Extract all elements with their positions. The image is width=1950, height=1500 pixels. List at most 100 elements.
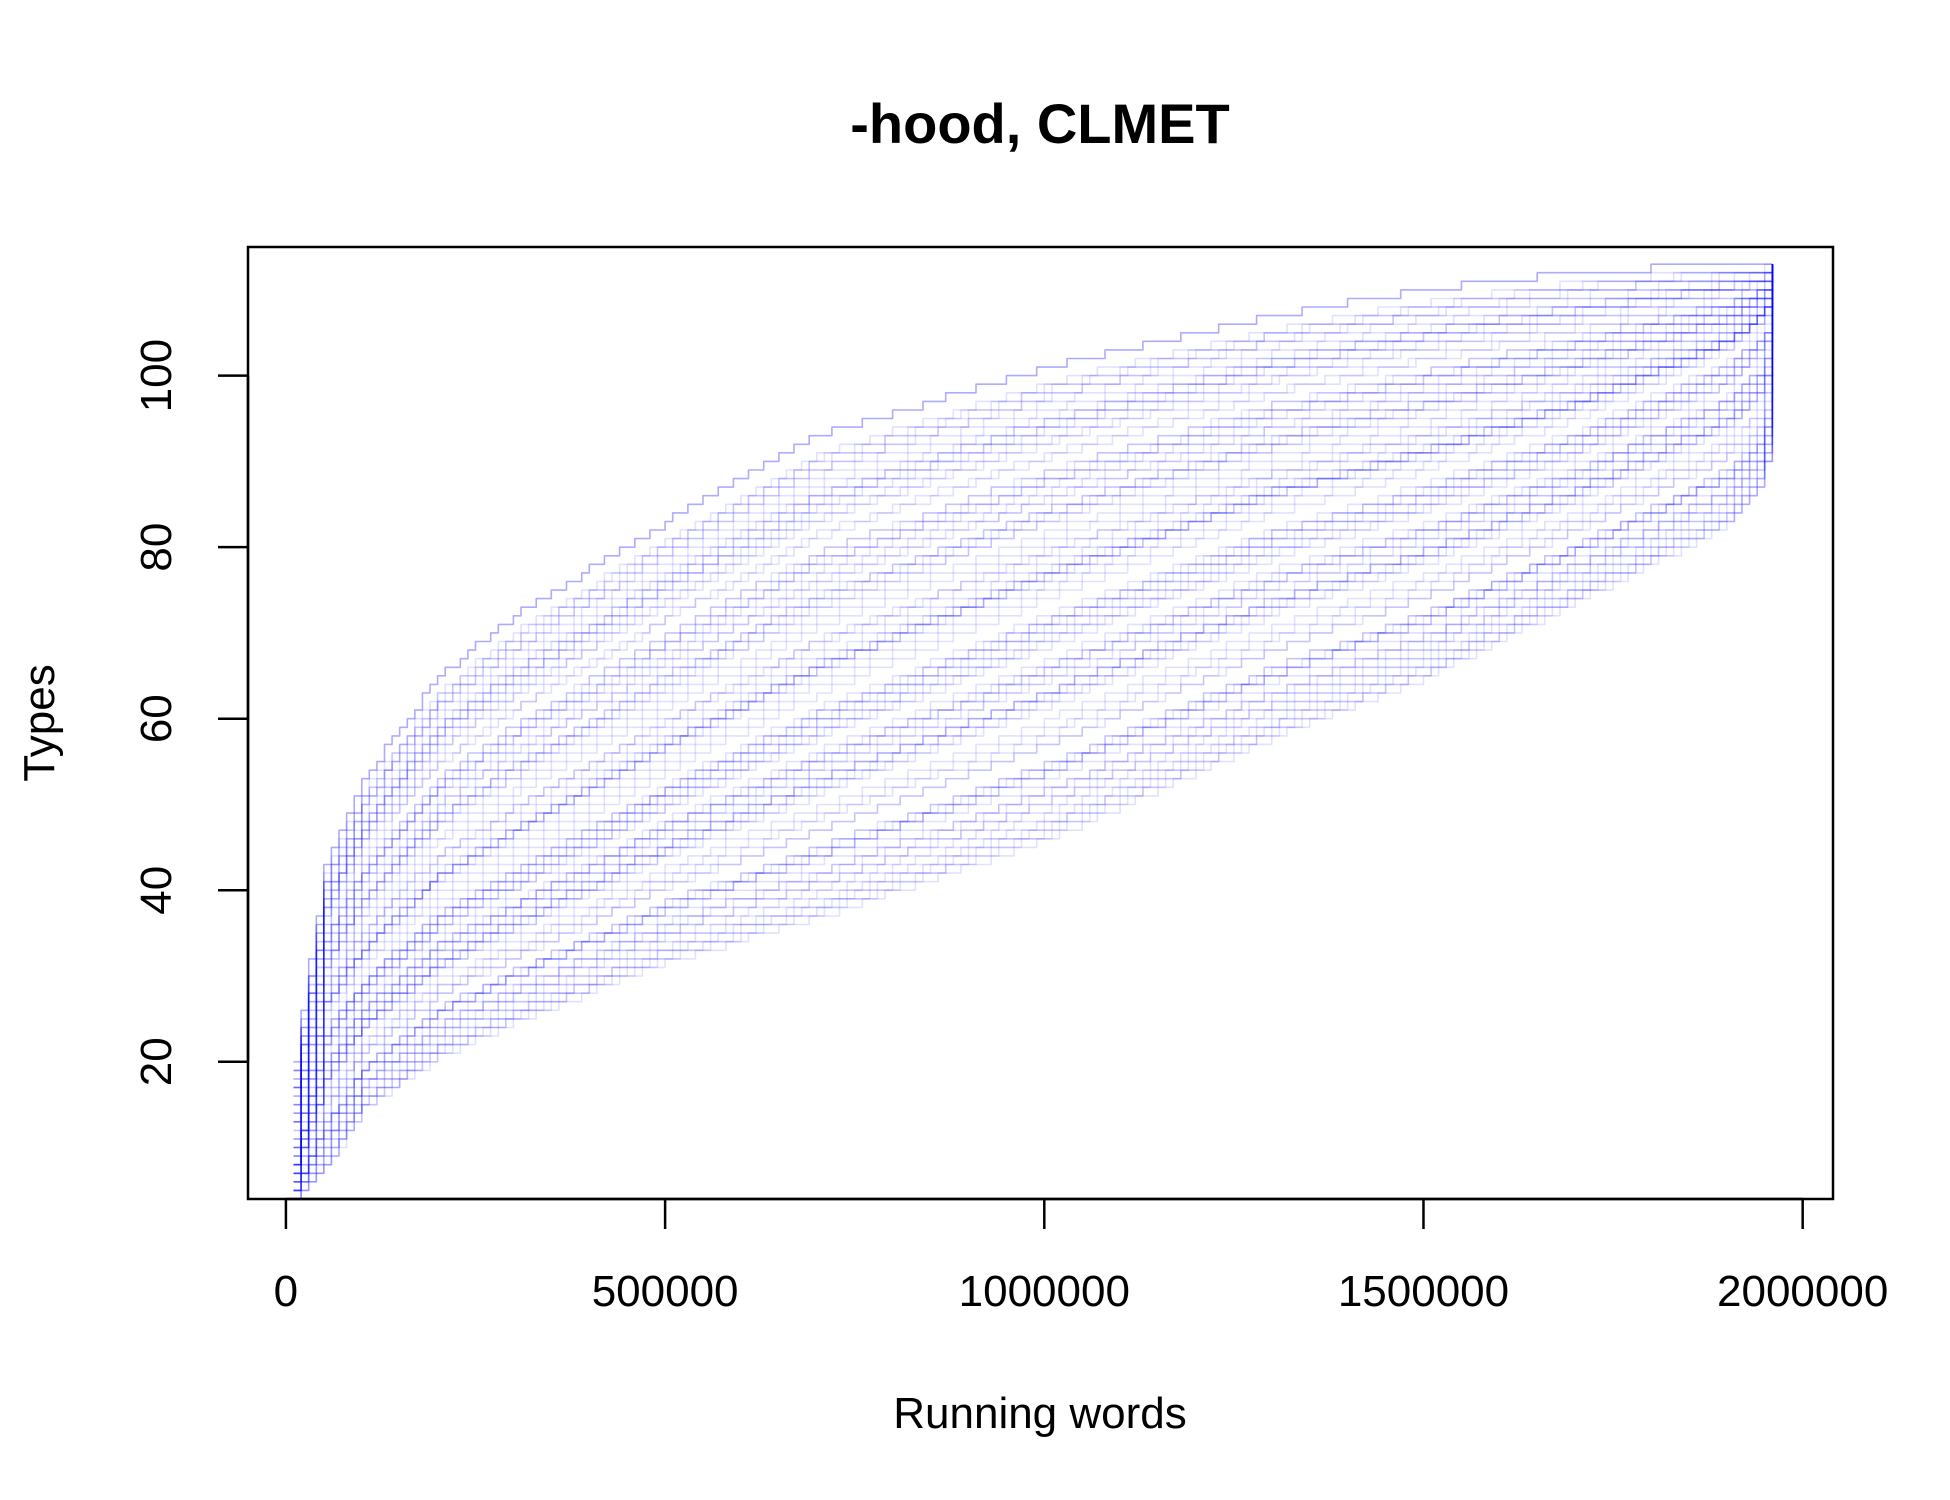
series-line — [293, 264, 1774, 1175]
series-line — [293, 264, 1774, 1149]
series-line — [293, 264, 1774, 1192]
x-tick-label: 500000 — [592, 1267, 739, 1316]
series-line — [293, 264, 1774, 1123]
series-line — [293, 264, 1774, 1200]
series-line — [293, 264, 1774, 1072]
series-line — [293, 264, 1774, 1132]
series-line — [293, 264, 1774, 1123]
series-line — [293, 264, 1774, 1175]
series-line — [293, 264, 1774, 1166]
y-axis-label: Types — [15, 664, 64, 781]
series-line — [293, 264, 1774, 1149]
series-line — [293, 264, 1774, 1183]
series-line — [293, 264, 1774, 1140]
series-line — [293, 263, 1773, 1072]
series-line — [293, 264, 1774, 1192]
y-tick-label: 60 — [132, 694, 181, 743]
series-line — [293, 264, 1774, 1157]
x-tick-label: 1500000 — [1338, 1267, 1509, 1316]
series-line — [293, 263, 1773, 1063]
series-line — [293, 264, 1774, 1192]
series-line — [293, 264, 1774, 1106]
series-line — [293, 264, 1774, 1183]
series-line — [293, 264, 1774, 1114]
series-line — [293, 264, 1774, 1106]
series-line — [293, 264, 1774, 1089]
plot-area-border — [246, 245, 1835, 1201]
y-tick-label: 20 — [132, 1037, 181, 1086]
series-line — [293, 264, 1774, 1200]
series-line — [293, 264, 1774, 1149]
series-line — [293, 264, 1774, 1123]
series-line — [293, 263, 1773, 1063]
series-line — [293, 263, 1773, 1063]
series-line — [293, 264, 1774, 1166]
series-line — [293, 264, 1774, 1140]
series-line — [293, 264, 1774, 1157]
series-line — [293, 264, 1774, 1097]
series-line — [293, 264, 1774, 1192]
series-line — [293, 264, 1774, 1149]
y-tick-label: 40 — [132, 866, 181, 915]
series-line — [293, 264, 1774, 1192]
x-axis-label: Running words — [893, 1389, 1187, 1438]
y-tick-label: 80 — [132, 523, 181, 572]
series-line — [293, 264, 1774, 1106]
series-line — [293, 264, 1774, 1166]
x-tick-label: 0 — [274, 1267, 298, 1316]
series-line — [293, 264, 1774, 1166]
series-line — [293, 264, 1774, 1097]
series-line — [293, 264, 1774, 1183]
series-line — [293, 264, 1774, 1183]
series-line — [293, 264, 1774, 1123]
series-line — [293, 264, 1774, 1166]
series-line — [293, 264, 1774, 1175]
series-line — [293, 264, 1774, 1140]
series-line — [293, 264, 1774, 1166]
series-line — [293, 264, 1774, 1192]
chart-title: -hood, CLMET — [850, 92, 1229, 155]
series-line — [293, 264, 1774, 1166]
series-line — [293, 264, 1774, 1166]
series-line — [293, 264, 1774, 1200]
series-line — [293, 264, 1774, 1072]
series-line — [293, 264, 1774, 1149]
series-line — [293, 264, 1774, 1089]
series-line — [293, 264, 1774, 1157]
series-line — [293, 264, 1774, 1106]
series-line — [293, 264, 1774, 1175]
series-line — [293, 264, 1774, 1192]
series-line — [293, 264, 1774, 1097]
series-line — [293, 264, 1774, 1200]
series-line — [293, 264, 1774, 1183]
y-tick-label: 100 — [132, 339, 181, 412]
series-line — [293, 264, 1774, 1175]
series-line — [293, 264, 1774, 1175]
series-line — [293, 264, 1774, 1123]
series-line — [293, 264, 1774, 1192]
series-line — [293, 264, 1774, 1175]
series-line — [293, 264, 1774, 1183]
series-line — [293, 264, 1774, 1166]
y-axis: 20 40 60 80 100 — [132, 339, 250, 1086]
series-line — [293, 264, 1774, 1114]
x-tick-label: 1000000 — [959, 1267, 1130, 1316]
series-line — [293, 264, 1774, 1114]
series-line — [293, 264, 1774, 1192]
series-line — [293, 264, 1774, 1132]
series-line — [293, 264, 1774, 1123]
series-line — [293, 264, 1774, 1140]
series-line — [293, 264, 1774, 1080]
series-line — [293, 264, 1774, 1175]
series-line — [293, 264, 1774, 1089]
series-line — [293, 264, 1774, 1089]
series-line — [293, 264, 1774, 1175]
series-line — [293, 264, 1774, 1183]
series-line — [293, 264, 1774, 1149]
series-line — [293, 264, 1774, 1106]
x-axis: 0 500000 1000000 1500000 2000000 — [274, 1197, 1888, 1316]
series-line — [293, 264, 1774, 1114]
series-line — [293, 264, 1774, 1200]
series-line — [293, 264, 1774, 1192]
series-line — [293, 264, 1774, 1175]
